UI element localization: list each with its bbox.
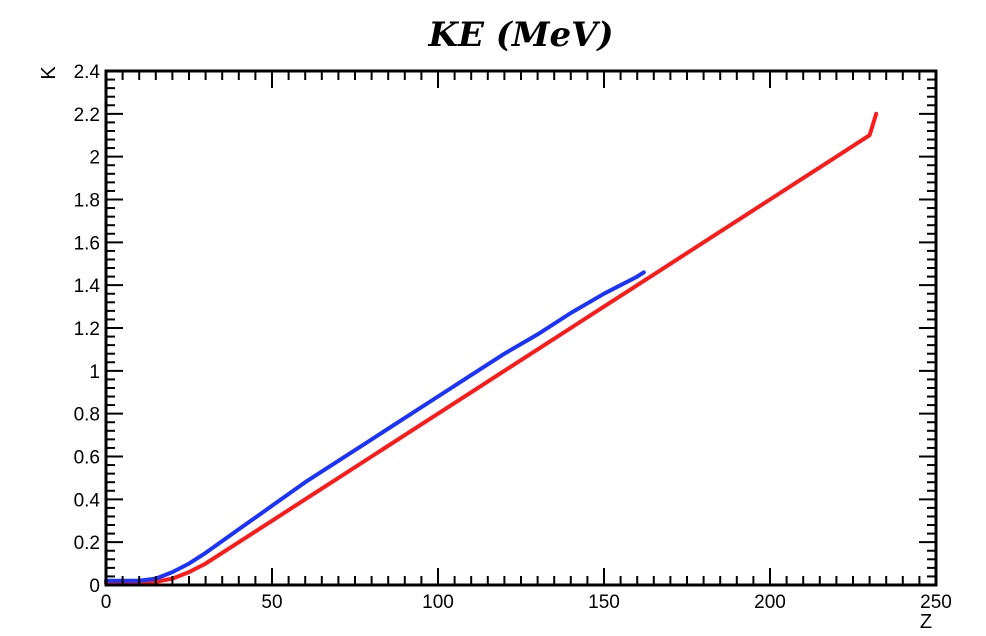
chart-title: KE (MeV) [427,15,613,55]
y-tick-label: 0.4 [74,490,101,511]
y-tick-label: 0 [89,576,100,597]
x-tick-label: 200 [754,592,786,613]
y-tick-label: 0.6 [74,448,100,469]
y-tick-label: 1.4 [74,276,101,297]
y-tick-label: 1.8 [74,191,100,212]
x-tick-label: 150 [588,592,620,613]
y-tick-label: 1.6 [74,233,100,254]
y-tick-label: 2.4 [74,62,101,83]
x-axis-label: Z [920,611,932,633]
y-tick-label: 0.2 [74,533,100,554]
y-axis-label: K [38,66,60,80]
y-tick-label: 2 [89,148,100,169]
y-tick-label: 1.2 [74,319,100,340]
plot-frame [104,69,938,587]
y-tick-label: 2.2 [74,105,100,126]
axis-tick-labels: 0 50 100 150 200 250 0 0.2 0.4 0.6 0.8 1 1.2 1.4 1.6 1.… [74,62,952,613]
x-tick-label: 0 [101,592,112,613]
y-tick-label: 0.8 [74,405,100,426]
plot-area [104,111,879,585]
y-tick-label: 1 [89,362,100,383]
axis-ticks [105,70,937,586]
x-tick-label: 50 [261,592,282,613]
series-line-2 [104,270,646,583]
x-tick-label: 250 [920,592,952,613]
series-line-1 [104,111,879,585]
x-tick-label: 100 [422,592,454,613]
